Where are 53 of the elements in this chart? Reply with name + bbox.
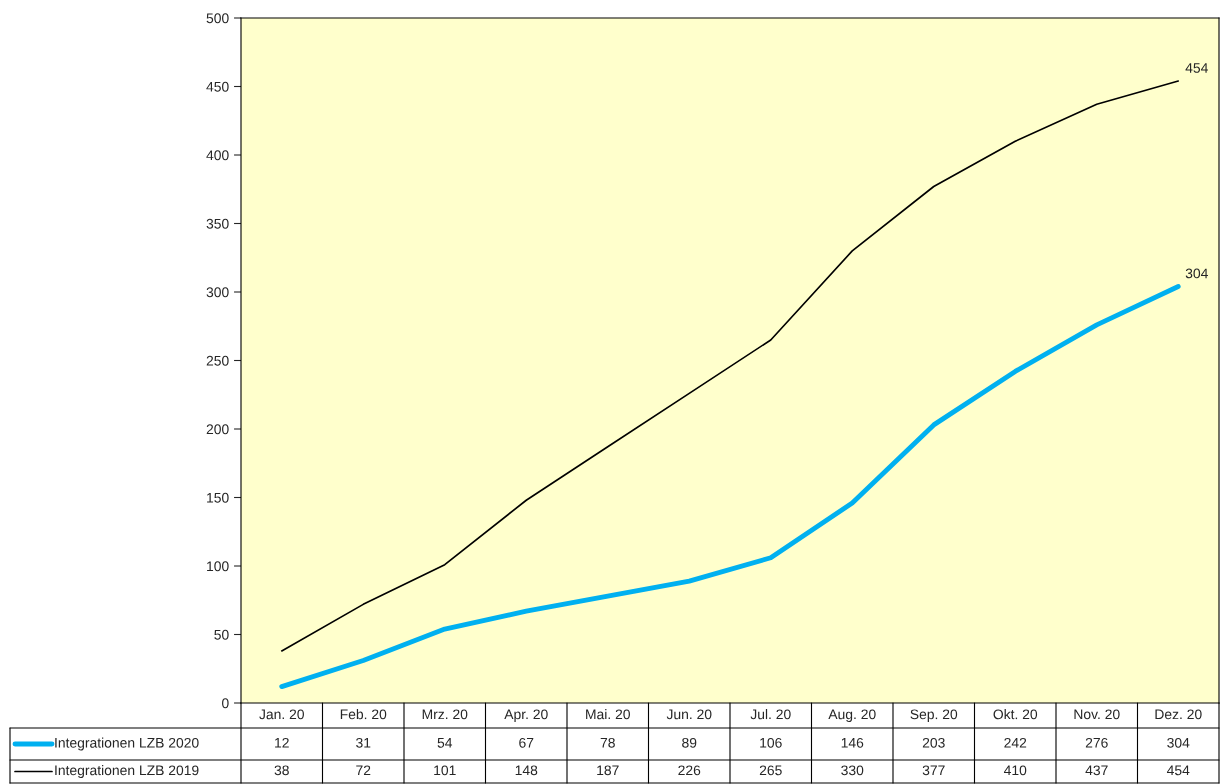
data-label: 276 [1085,737,1108,748]
data-label: 31 [356,737,371,748]
data-label: 265 [759,765,782,776]
line-series [279,284,1181,689]
annotation: 304 [1185,268,1208,279]
y-tick-label: 150 [207,492,229,503]
x-tick-label: Feb. 20 [340,709,387,720]
x-tick-label: Jul. 20 [750,709,791,720]
data-label: 187 [597,765,619,776]
x-tick-label: Nov. 20 [1074,709,1120,720]
y-tick-label: 450 [206,81,229,92]
x-tick-label: Okt. 20 [993,709,1038,720]
y-tick-label: 250 [206,355,229,366]
y-tick-label: 400 [206,150,229,161]
data-label: 148 [515,765,538,776]
y-tick-label: 500 [206,13,229,24]
y-tick-label: 0 [222,698,229,709]
legend-label: Integrationen LZB 2019 [55,765,199,778]
data-label: 410 [1003,765,1027,776]
data-label: 89 [682,737,697,748]
x-tick-label: Aug. 20 [828,709,876,722]
data-label: 101 [434,765,456,776]
data-label: 242 [1004,737,1027,748]
data-label: 330 [841,765,864,776]
x-tick-label: Jun. 20 [666,709,712,720]
y-tick-label: 350 [206,218,229,229]
data-label: 54 [437,738,453,748]
x-tick-label: Mrz. 20 [422,709,468,720]
x-tick-label: Mai. 20 [586,709,630,720]
data-label: 67 [519,737,534,748]
data-label: 146 [841,737,864,748]
annotation: 454 [1185,63,1208,73]
x-tick-label: Jan. 20 [259,709,304,720]
y-tick-label: 300 [206,287,229,298]
data-label: 377 [922,765,945,776]
y-tick-label: 200 [206,424,229,435]
legend-label: Integrationen LZB 2020 [55,737,199,751]
data-label: 106 [760,737,782,748]
x-tick-label: Apr. 20 [504,709,548,722]
y-tick-label: 100 [207,561,229,572]
data-label: 72 [356,765,371,776]
data-label: 304 [1167,737,1190,748]
data-label: 78 [600,737,615,748]
data-label: 226 [678,765,701,776]
y-tick-label: 50 [214,629,229,640]
data-label: 437 [1085,765,1108,776]
x-tick-label: Dez. 20 [1155,709,1202,720]
data-label: 38 [274,765,289,776]
data-label: 12 [275,737,289,748]
line-series [280,80,1180,652]
x-tick-label: Sep. 20 [910,709,958,722]
data-label: 203 [922,737,945,748]
data-label: 454 [1166,765,1190,776]
